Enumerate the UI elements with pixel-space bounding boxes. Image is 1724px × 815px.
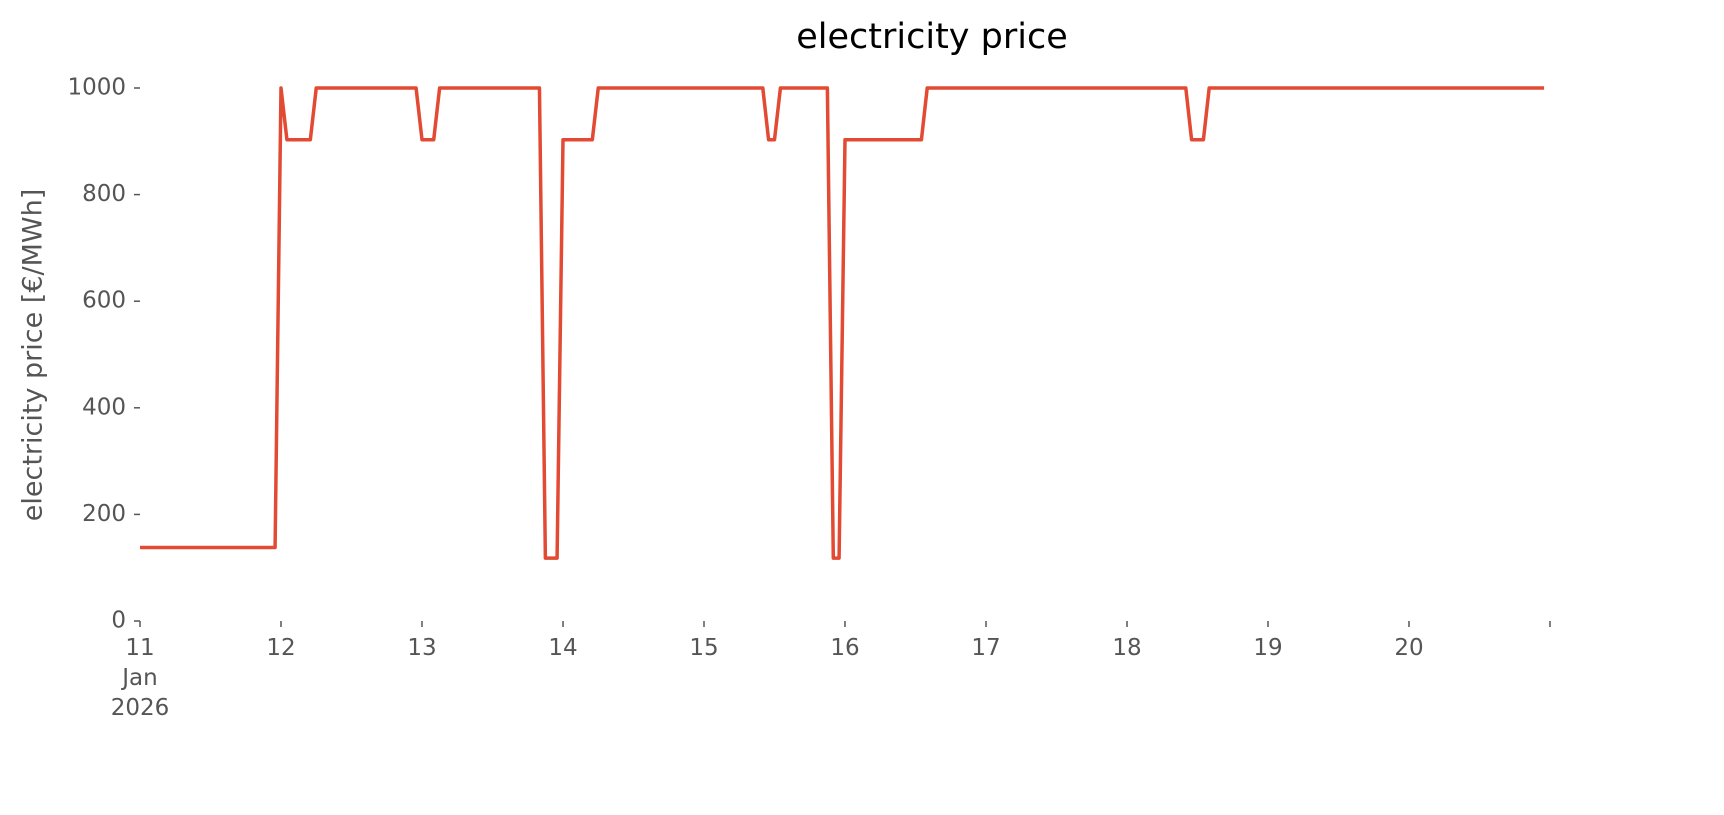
x-tick-label: 13 — [407, 635, 436, 661]
x-tick-label: 17 — [971, 635, 1000, 661]
line — [140, 86, 1545, 560]
chart-title: electricity price — [796, 17, 1068, 57]
y-tick-label: 1000 — [67, 75, 126, 101]
x-tick-label: 19 — [1253, 635, 1282, 661]
x-tick-label: 20 — [1394, 635, 1423, 661]
y-tick-label: 800 — [82, 181, 126, 207]
x-tick-label: 14 — [548, 635, 577, 661]
x-tick-label: 15 — [689, 635, 718, 661]
y-tick-label: 200 — [82, 501, 126, 527]
y-tick-label: 600 — [82, 288, 126, 314]
x-tick-label: 16 — [830, 635, 859, 661]
y-tick-label: 0 — [111, 608, 126, 634]
x-tick-label: 18 — [1112, 635, 1141, 661]
y-tick-label: 400 — [82, 394, 126, 420]
y-axis-label: electricity price [€/MWh] — [18, 189, 49, 521]
x-tick-label: 12 — [266, 635, 295, 661]
x-tick-label: 11 Jan 2026 — [111, 635, 170, 721]
